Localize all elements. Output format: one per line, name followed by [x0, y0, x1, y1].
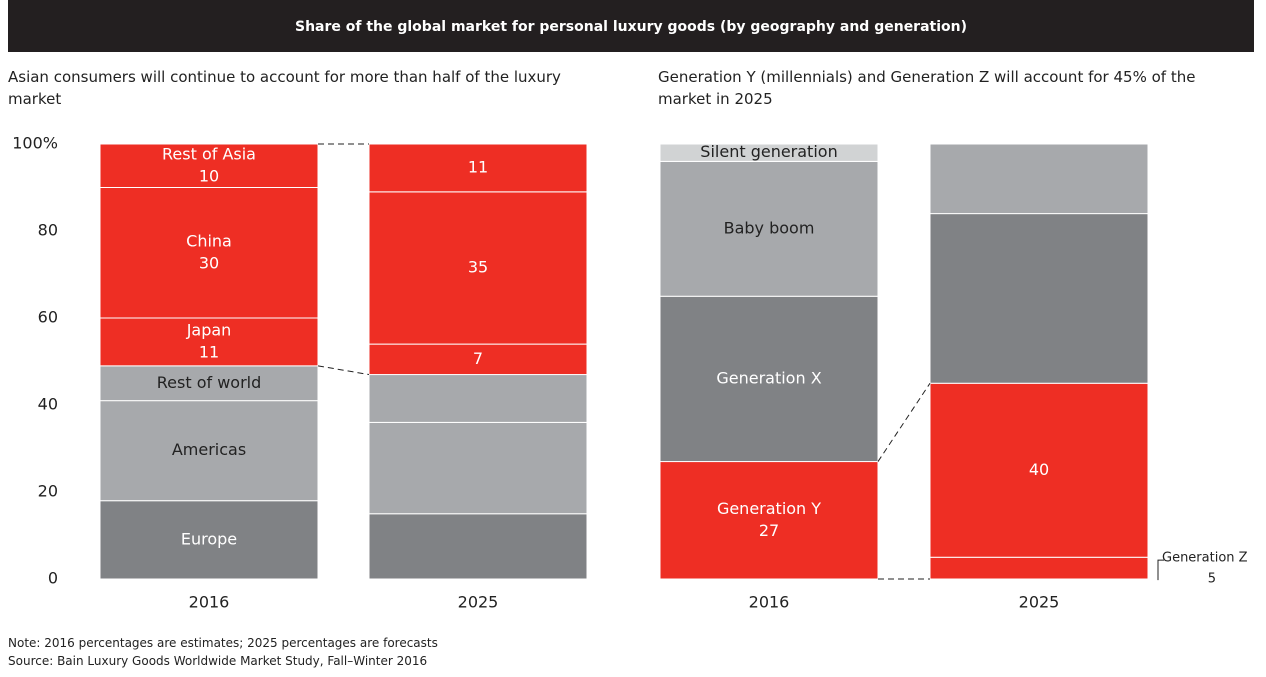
- bar-segment: [99, 143, 319, 188]
- bar-segment: [368, 421, 588, 515]
- data-label: 10: [199, 166, 219, 185]
- segment-name: Rest of Asia: [162, 144, 256, 163]
- segment-name: Generation Z: [1162, 551, 1248, 566]
- source: Source: Bain Luxury Goods Worldwide Mark…: [8, 654, 427, 668]
- data-label: 5: [1208, 572, 1216, 587]
- y-tick-label: 0: [48, 569, 58, 588]
- y-tick-label: 60: [38, 308, 58, 327]
- segment-name: Generation Y: [717, 499, 821, 518]
- chart-subtitle: Asian consumers will continue to account…: [8, 68, 561, 108]
- connector: [877, 382, 931, 462]
- bar-segment: [368, 374, 588, 423]
- segment-name: Japan: [186, 320, 232, 339]
- x-tick-label: 2016: [749, 593, 790, 612]
- bar-segment: [99, 317, 319, 367]
- data-label: 30: [199, 253, 219, 272]
- data-label: 40: [1029, 460, 1049, 479]
- y-tick-label: 100%: [12, 134, 58, 153]
- x-tick-label: 2025: [1019, 593, 1060, 612]
- bar-segment: [99, 365, 319, 402]
- bar-segment: [929, 556, 1149, 580]
- bar-segment: [659, 461, 879, 580]
- data-label: 11: [199, 342, 219, 361]
- bar-segment: [929, 382, 1149, 558]
- header-title: Share of the global market for personal …: [295, 19, 967, 35]
- chart-subtitle: Generation Y (millennials) and Generatio…: [658, 68, 1195, 108]
- y-tick-label: 40: [38, 395, 58, 414]
- connector: [317, 365, 370, 376]
- bar-segment: [659, 143, 879, 162]
- x-tick-label: 2025: [458, 593, 499, 612]
- segment-name: Baby boom: [724, 218, 815, 237]
- bar-segment: [659, 295, 879, 463]
- segment-name: China: [186, 231, 232, 250]
- data-label: 35: [468, 257, 488, 276]
- y-tick-label: 20: [38, 482, 58, 501]
- bar-segment: [929, 143, 1149, 215]
- bar-segment: [659, 160, 879, 297]
- data-label: 11: [468, 157, 488, 176]
- bar-segment: [368, 143, 588, 193]
- data-label: 27: [759, 521, 779, 540]
- segment-name: Europe: [181, 529, 237, 548]
- segment-name: Silent generation: [700, 142, 837, 161]
- note: Note: 2016 percentages are estimates; 20…: [8, 636, 438, 650]
- bar-segment: [99, 500, 319, 580]
- y-tick-label: 80: [38, 221, 58, 240]
- segment-name: Rest of world: [157, 373, 262, 392]
- x-tick-label: 2016: [189, 593, 230, 612]
- bar-segment: [929, 213, 1149, 384]
- bar-segment: [368, 343, 588, 376]
- header-bar: [8, 0, 1254, 52]
- data-label: 7: [473, 349, 483, 368]
- segment-name: Americas: [172, 440, 246, 459]
- bar-segment: [99, 187, 319, 319]
- bar-segment: [368, 513, 588, 580]
- bar-segment: [368, 191, 588, 345]
- segment-name: Generation X: [716, 368, 821, 387]
- label-bracket: [1157, 559, 1164, 581]
